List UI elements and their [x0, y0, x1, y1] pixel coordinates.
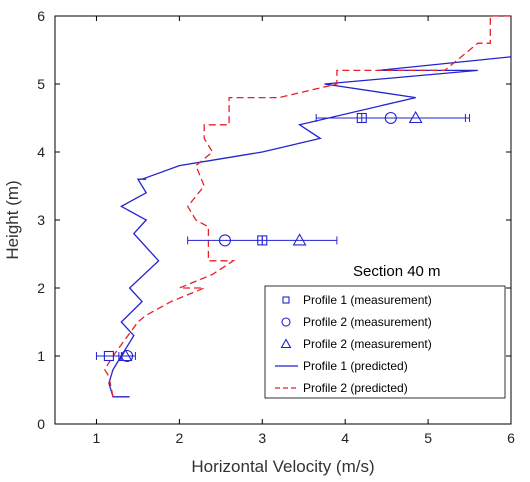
legend-label: Profile 2 (measurement)	[303, 315, 432, 329]
axis-ticks: 1 2 3 4 5 6 0 1 2 3 4 5 6	[37, 8, 515, 446]
legend-label: Profile 2 (measurement)	[303, 337, 432, 351]
legend-marker-square	[282, 296, 290, 304]
x-axis-label: Horizontal Velocity (m/s)	[191, 457, 374, 476]
y-tick-label: 3	[37, 212, 45, 228]
x-tick-label: 6	[507, 430, 515, 446]
legend-label: Profile 1 (measurement)	[303, 293, 432, 307]
annotation: Section 40 m	[353, 263, 441, 280]
data-point-triangle	[118, 348, 133, 362]
marker-layer	[95, 110, 471, 363]
legend-marker-circle	[281, 317, 291, 327]
data-point-circle	[218, 234, 232, 247]
y-tick-label: 5	[37, 76, 45, 92]
legend-label: Profile 2 (predicted)	[303, 381, 408, 395]
y-tick-label: 2	[37, 280, 45, 296]
legend: Profile 1 (measurement) Profile 2 (measur…	[264, 285, 506, 399]
x-tick-label: 4	[341, 430, 349, 446]
y-tick-label: 4	[37, 144, 45, 160]
y-axis-label: Height (m)	[3, 180, 22, 259]
data-point-square	[103, 350, 114, 362]
y-tick-label: 0	[37, 416, 45, 432]
legend-box	[264, 285, 506, 399]
x-tick-label: 2	[175, 430, 183, 446]
y-tick-label: 6	[37, 8, 45, 24]
x-tick-label: 1	[93, 430, 101, 446]
legend-label: Profile 1 (predicted)	[303, 359, 408, 373]
y-tick-label: 1	[37, 348, 45, 364]
series-line-profile-2-predicted	[103, 16, 511, 397]
data-point-triangle	[408, 110, 423, 124]
data-point-triangle	[292, 233, 307, 246]
legend-marker-triangle	[280, 338, 292, 349]
x-tick-label: 5	[424, 430, 432, 446]
x-tick-label: 3	[258, 430, 266, 446]
